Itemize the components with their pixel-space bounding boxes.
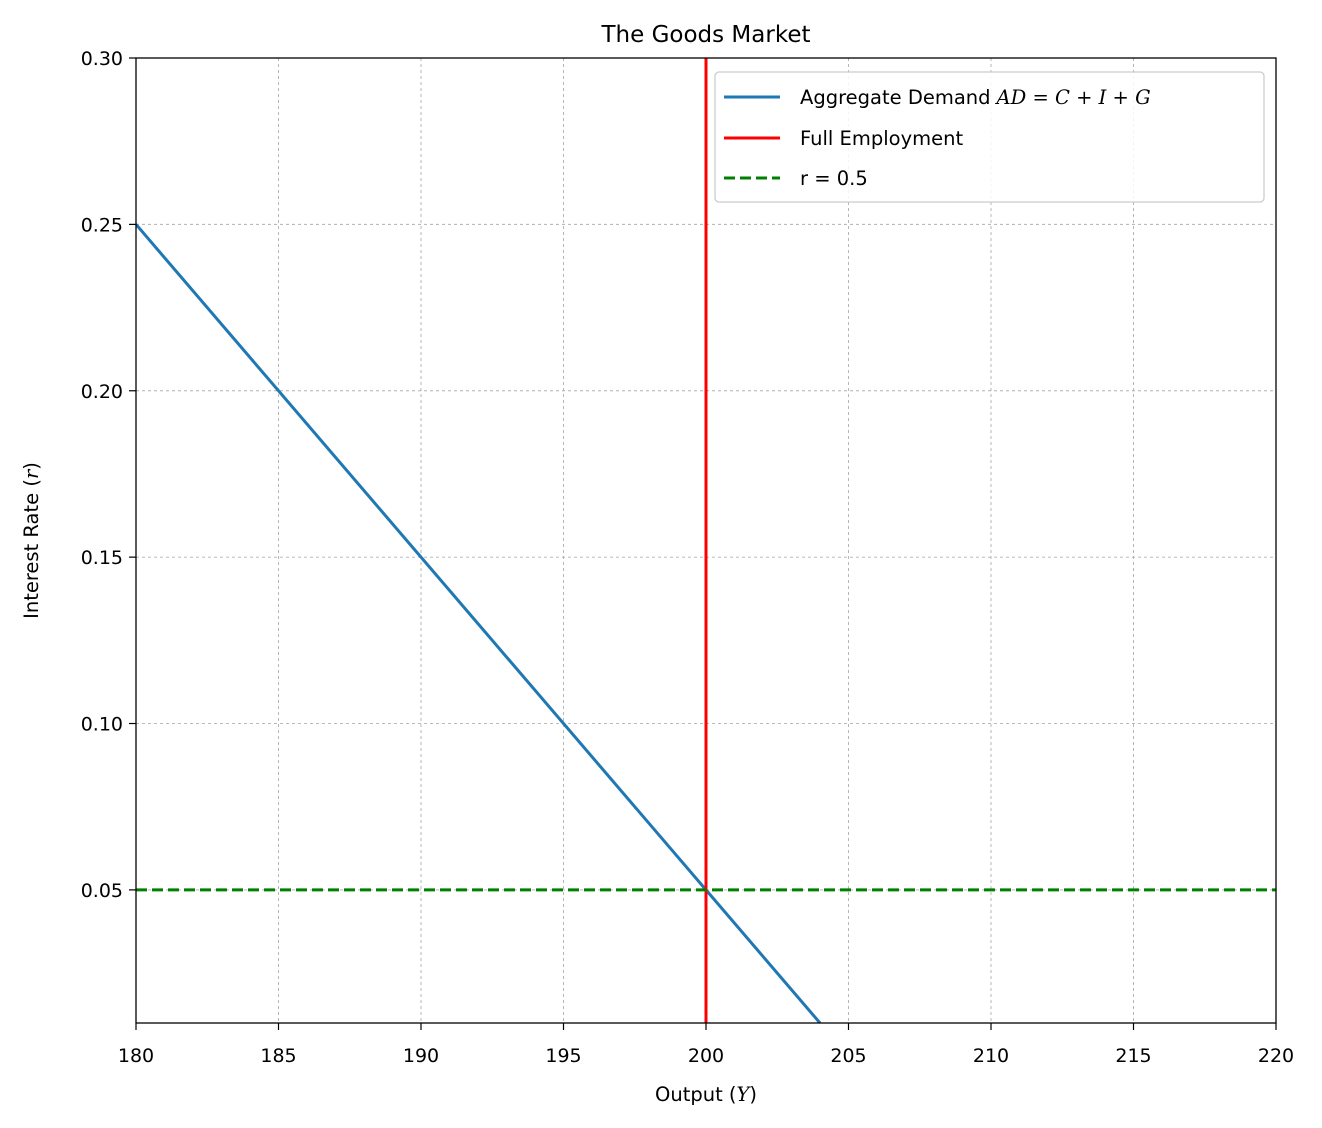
series-layer xyxy=(136,58,1276,1023)
x-tick-label: 185 xyxy=(260,1045,296,1067)
legend: Aggregate Demand AD = C + I + G Full Empl… xyxy=(714,71,1265,203)
x-tick-label: 205 xyxy=(830,1045,866,1067)
y-axis-ticks: 0.05 0.10 0.15 0.20 0.25 0.30 xyxy=(81,48,136,902)
series-line-aggregate-demand xyxy=(136,223,822,1023)
x-tick-label: 180 xyxy=(118,1045,154,1067)
x-tick-label: 215 xyxy=(1115,1045,1151,1067)
x-tick-label: 200 xyxy=(688,1045,724,1067)
plot-area xyxy=(136,58,1276,1023)
y-axis-label-text: Interest Rate ( xyxy=(20,479,43,619)
y-tick-label: 0.15 xyxy=(81,547,123,569)
y-axis-label-close: ) xyxy=(20,462,43,470)
legend-label-r-0-5: r = 0.5 xyxy=(800,167,868,190)
legend-label-aggregate-demand-math: AD = C + I + G xyxy=(995,86,1151,109)
x-axis-label-close: ) xyxy=(749,1083,757,1106)
x-tick-label: 210 xyxy=(973,1045,1009,1067)
x-tick-label: 220 xyxy=(1258,1045,1294,1067)
y-tick-label: 0.30 xyxy=(81,48,123,70)
chart-title: The Goods Market xyxy=(600,22,810,48)
legend-label-full-employment: Full Employment xyxy=(800,127,963,150)
x-axis-label: Output (Y) xyxy=(655,1083,757,1106)
legend-box xyxy=(714,71,1265,203)
y-tick-label: 0.25 xyxy=(81,214,123,236)
x-tick-label: 195 xyxy=(545,1045,581,1067)
y-axis-label: Interest Rate (r) xyxy=(20,462,43,619)
y-tick-label: 0.20 xyxy=(81,381,123,403)
x-axis-label-text: Output ( xyxy=(655,1083,737,1106)
legend-label-aggregate-demand: Aggregate Demand AD = C + I + G xyxy=(800,86,1151,109)
x-axis-label-var: Y xyxy=(737,1083,752,1106)
legend-label-aggregate-demand-text: Aggregate Demand xyxy=(800,86,991,109)
x-axis-ticks: 180 185 190 195 200 205 210 215 220 xyxy=(118,1023,1294,1067)
x-tick-label: 190 xyxy=(403,1045,439,1067)
y-tick-label: 0.05 xyxy=(81,880,123,902)
y-tick-label: 0.10 xyxy=(81,714,123,736)
y-axis-label-var: r xyxy=(20,468,43,479)
